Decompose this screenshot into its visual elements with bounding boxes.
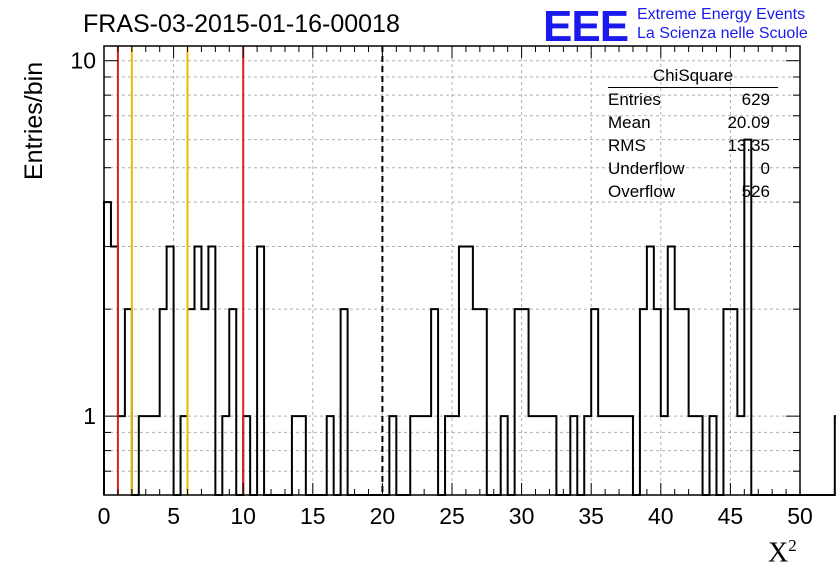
grid-lines [104,46,800,495]
stats-row-underflow: Underflow 0 [608,159,778,182]
x-tick-label: 30 [509,503,535,529]
logo-line-1: Extreme Energy Events [637,6,806,23]
logo-line-2: La Scienza nelle Scuole [637,25,808,42]
stats-value: 13.35 [727,136,770,155]
x-tick-label: 10 [230,503,256,529]
stats-value: 20.09 [727,113,770,132]
x-tick-label: 50 [787,503,813,529]
stats-box: ChiSquare Entries 629 Mean 20.09 RMS 13.35 … [608,66,778,205]
x-tick-label: 35 [578,503,604,529]
x-tick-label: 20 [370,503,396,529]
stats-row-rms: RMS 13.35 [608,136,778,159]
stats-value: 526 [741,182,770,201]
stats-label: Underflow [608,159,685,178]
stats-row-mean: Mean 20.09 [608,113,778,136]
x-tick-label: 5 [167,503,180,529]
y-tick-label: 10 [70,48,96,74]
x-tick-labels: 0 5 10 15 20 25 30 35 40 45 50 [98,503,813,529]
stats-value: 0 [760,159,770,178]
x-tick-label: 25 [439,503,465,529]
stats-value: 629 [741,90,770,109]
stats-title: ChiSquare [608,66,778,88]
y-tick-label: 1 [83,403,96,429]
x-axis-label-symbol: X [768,537,789,569]
stats-label: Overflow [608,182,676,201]
x-tick-label: 15 [300,503,326,529]
x-tick-label: 0 [98,503,111,529]
stats-row-overflow: Overflow 526 [608,182,778,205]
stats-label: RMS [608,136,646,155]
x-axis-label-exponent: 2 [788,536,797,555]
x-tick-label: 45 [718,503,744,529]
stats-label: Entries [608,90,661,109]
y-tick-labels: 1 10 [70,48,96,429]
x-axis-label: X2 [768,536,797,569]
stats-label: Mean [608,113,651,132]
eee-logo: EEE [543,2,629,51]
stats-row-entries: Entries 629 [608,90,778,113]
axes [103,45,801,496]
reference-lines [116,46,384,495]
chart-title: FRAS-03-2015-01-16-00018 [83,10,400,38]
x-tick-label: 40 [648,503,674,529]
y-axis-label: Entries/bin [20,61,48,180]
